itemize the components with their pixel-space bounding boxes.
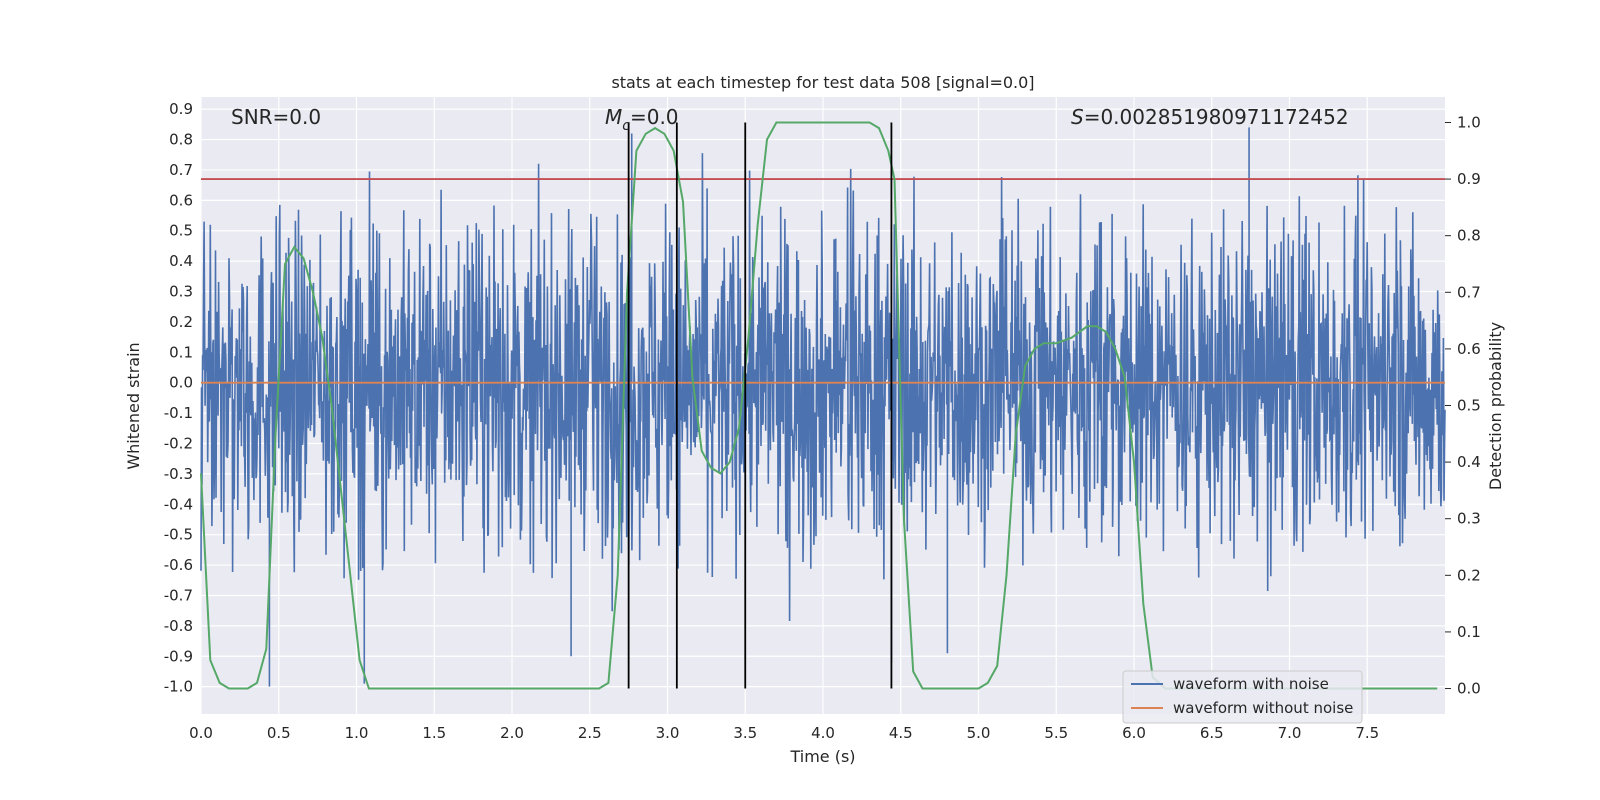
y2-tick-label: 0.6 — [1457, 340, 1481, 358]
legend-box — [1122, 670, 1363, 724]
y-tick-label: -1.0 — [164, 678, 193, 696]
x-tick-label: 2.0 — [500, 724, 524, 742]
x-tick-label: 3.5 — [733, 724, 757, 742]
x-tick-label: 7.5 — [1355, 724, 1379, 742]
y-tick-label: 0.5 — [169, 222, 193, 240]
x-tick-label: 0.0 — [189, 724, 213, 742]
y-tick-label: -0.9 — [164, 647, 193, 665]
y-tick-label: -0.5 — [164, 526, 193, 544]
legend: waveform with noise waveform without noi… — [1122, 670, 1363, 724]
snr-annotation: SNR=0.0 — [231, 105, 321, 129]
x-axis-label: Time (s) — [789, 747, 855, 766]
mc-subscript: c — [622, 118, 630, 134]
x-tick-label: 1.5 — [422, 724, 446, 742]
y-axis-label: Whitened strain — [124, 342, 143, 469]
y-tick-label: -0.1 — [164, 404, 193, 422]
chirp-mass-annotation: Mc=0.0 — [605, 105, 679, 134]
y-tick-label: -0.4 — [164, 495, 193, 513]
y-tick-label: 0.3 — [169, 283, 193, 301]
y2-tick-label: 0.4 — [1457, 453, 1481, 471]
y-tick-label: -0.3 — [164, 465, 193, 483]
y2-axis-label: Detection probability — [1486, 322, 1505, 490]
y2-tick-label: 0.7 — [1457, 283, 1481, 301]
detection-probability-line — [200, 121, 1438, 690]
y-tick-label: 0.8 — [169, 131, 193, 149]
y-tick-label: -0.7 — [164, 586, 193, 604]
y-tick-label: 0.4 — [169, 252, 193, 270]
y-tick-label: 0.0 — [169, 374, 193, 392]
waveform-with-noise-line — [200, 153, 1446, 622]
x-tick-label: 4.5 — [889, 724, 913, 742]
s-annotation: S=0.002851980971172452 — [1071, 105, 1349, 129]
legend-label-clean: waveform without noise — [1173, 699, 1353, 717]
y2-tick-label: 0.8 — [1457, 227, 1481, 245]
x-tick-label: 5.0 — [967, 724, 991, 742]
y2-tick-label: 0.9 — [1457, 170, 1481, 188]
s-value: =0.002851980971172452 — [1084, 105, 1349, 129]
x-tick-label: 6.0 — [1122, 724, 1146, 742]
x-tick-label: 1.0 — [345, 724, 369, 742]
chart-title: stats at each timestep for test data 508… — [611, 73, 1034, 92]
x-tick-label: 2.5 — [578, 724, 602, 742]
tick-layer: 0.0 0.5 1.0 1.5 2.0 2.5 3.0 3.5 4.0 4.5 5.0 5.5 6.0 6… — [164, 100, 1481, 742]
x-tick-label: 4.0 — [811, 724, 835, 742]
mc-symbol: M — [605, 105, 622, 129]
line-layer — [200, 121, 1445, 690]
x-tick-label: 7.0 — [1278, 724, 1302, 742]
y-tick-label: 0.7 — [169, 161, 193, 179]
y-tick-label: 0.9 — [169, 100, 193, 118]
y-tick-label: 0.2 — [169, 313, 193, 331]
s-symbol: S — [1071, 105, 1084, 129]
y2-tick-label: 1.0 — [1457, 113, 1481, 131]
x-tick-label: 3.0 — [656, 724, 680, 742]
y2-tick-label: 0.3 — [1457, 510, 1481, 528]
y2-tick-label: 0.1 — [1457, 623, 1481, 641]
y-tick-label: -0.2 — [164, 434, 193, 452]
y2-tick-label: 0.0 — [1457, 680, 1481, 698]
x-tick-label: 0.5 — [267, 724, 291, 742]
x-tick-label: 5.5 — [1044, 724, 1068, 742]
y-tick-label: -0.6 — [164, 556, 193, 574]
x-tick-label: 6.5 — [1200, 724, 1224, 742]
y2-tick-label: 0.2 — [1457, 566, 1481, 584]
legend-label-noise: waveform with noise — [1173, 675, 1329, 693]
mc-value: =0.0 — [630, 105, 679, 129]
y-tick-label: 0.1 — [169, 343, 193, 361]
y-tick-label: 0.6 — [169, 191, 193, 209]
y-tick-label: -0.8 — [164, 617, 193, 635]
y2-tick-label: 0.5 — [1457, 397, 1481, 415]
